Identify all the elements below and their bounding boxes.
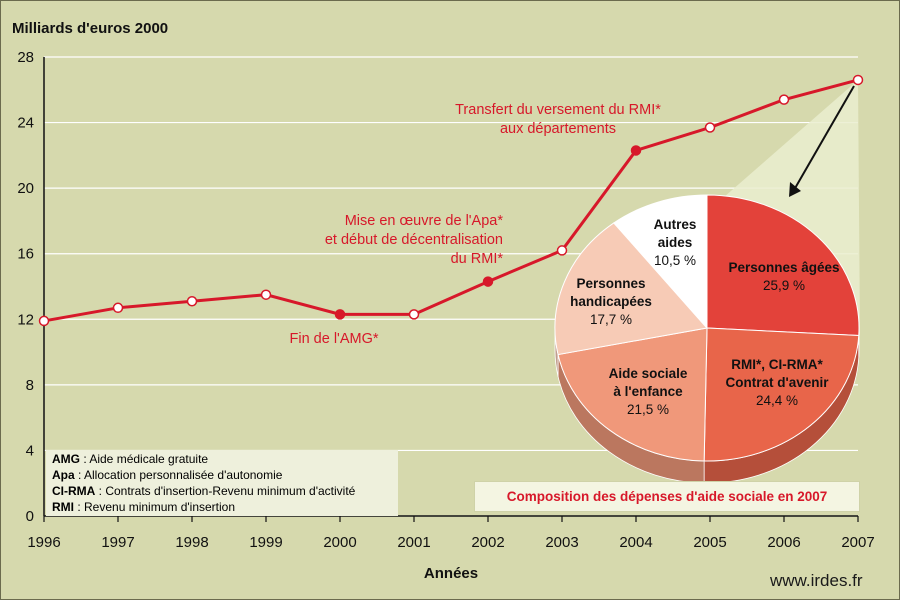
pie-slice-label: handicapées: [570, 294, 652, 309]
legend-abbr: CI-RMA: [52, 484, 96, 498]
x-tick-label: 2000: [323, 534, 356, 551]
pie-slice-value: 21,5 %: [627, 402, 669, 417]
data-point: [556, 245, 568, 256]
y-tick-label: 16: [17, 246, 34, 263]
pie-slice-label: aides: [658, 235, 693, 250]
data-point: [334, 309, 346, 320]
x-tick-label: 1996: [27, 534, 60, 551]
legend-item: Apa : Allocation personnalisée d'autonom…: [52, 468, 282, 482]
zoom-arrow: [793, 85, 855, 191]
pie-slice-value: 25,9 %: [763, 278, 805, 293]
legend-text: : Allocation personnalisée d'autonomie: [74, 468, 283, 482]
data-point: [186, 296, 198, 307]
data-point: [852, 74, 864, 86]
data-point: [630, 145, 642, 156]
y-tick-label: 8: [26, 377, 34, 394]
x-tick-label: 2002: [471, 534, 504, 551]
annotation-text: du RMI*: [451, 251, 504, 267]
data-point: [112, 302, 124, 314]
pie-slice: [703, 327, 860, 462]
annotation-text: Fin de l'AMG*: [290, 331, 379, 347]
pie-slice: [706, 194, 860, 337]
legend-item: AMG : Aide médicale gratuite: [52, 452, 208, 466]
data-point: [38, 315, 50, 327]
legend-text: : Revenu minimum d'insertion: [74, 500, 236, 514]
pie-slice: [613, 194, 708, 330]
legend-abbr: Apa: [52, 468, 75, 482]
data-line: [43, 78, 859, 323]
x-tick-label: 1997: [101, 534, 134, 551]
pie-slice-value: 17,7 %: [590, 312, 632, 327]
pie-slice-label: Personnes: [576, 276, 645, 291]
legend-abbr: RMI: [52, 500, 74, 514]
y-tick-label: 20: [17, 180, 34, 197]
y-tick-label: 28: [17, 49, 34, 66]
y-axis-title: Milliards d'euros 2000: [12, 20, 168, 37]
x-tick-label: 2004: [619, 534, 652, 551]
legend-item: RMI : Revenu minimum d'insertion: [52, 500, 235, 514]
annotation-text: Mise en œuvre de l'Apa*: [345, 213, 504, 229]
x-tick-label: 2005: [693, 534, 726, 551]
source-label: www.irdes.fr: [770, 571, 863, 590]
abbreviation-legend: AMG : Aide médicale gratuite Apa : Alloc…: [46, 450, 398, 516]
legend-text: : Aide médicale gratuite: [80, 452, 209, 466]
pie-slice-label: Aide sociale: [609, 366, 688, 381]
pie-slice: [554, 222, 708, 356]
data-point: [260, 289, 272, 300]
annotation-text: Transfert du versement du RMI*: [455, 102, 661, 118]
x-tick-label: 2001: [397, 534, 430, 551]
annotation-text: et début de décentralisation: [325, 232, 503, 248]
x-tick-label: 1999: [249, 534, 282, 551]
data-point: [778, 94, 790, 105]
legend-abbr: AMG: [52, 452, 80, 466]
y-tick-label: 12: [17, 311, 34, 328]
data-point: [408, 309, 420, 320]
pie-slice-label: Contrat d'avenir: [726, 375, 830, 390]
pie-slice-value: 10,5 %: [654, 253, 696, 268]
data-point: [482, 276, 494, 287]
y-tick-label: 0: [26, 508, 34, 525]
pie-slice-label: à l'enfance: [613, 384, 683, 399]
pie-slice-label: RMI*, CI-RMA*: [731, 357, 823, 372]
x-tick-label: 2003: [545, 534, 578, 551]
legend-item: CI-RMA : Contrats d'insertion-Revenu min…: [52, 484, 355, 498]
x-tick-label: 2007: [841, 534, 874, 551]
legend-text: : Contrats d'insertion-Revenu minimum d'…: [95, 484, 356, 498]
x-tick-label: 1998: [175, 534, 208, 551]
pie-title: Composition des dépenses d'aide sociale …: [474, 481, 860, 512]
pie-slice-value: 24,4 %: [756, 393, 798, 408]
pie-slice-label: Autres: [654, 217, 697, 232]
x-tick-label: 2006: [767, 534, 800, 551]
y-tick-label: 24: [17, 115, 34, 132]
pie-slice-label: Personnes âgées: [728, 260, 839, 275]
y-tick-label: 4: [26, 442, 34, 459]
annotation-text: aux départements: [500, 121, 616, 137]
data-point: [704, 122, 716, 133]
x-axis-title: Années: [424, 565, 478, 582]
pie-slice: [557, 327, 708, 462]
zoom-arrow-head: [789, 182, 801, 197]
